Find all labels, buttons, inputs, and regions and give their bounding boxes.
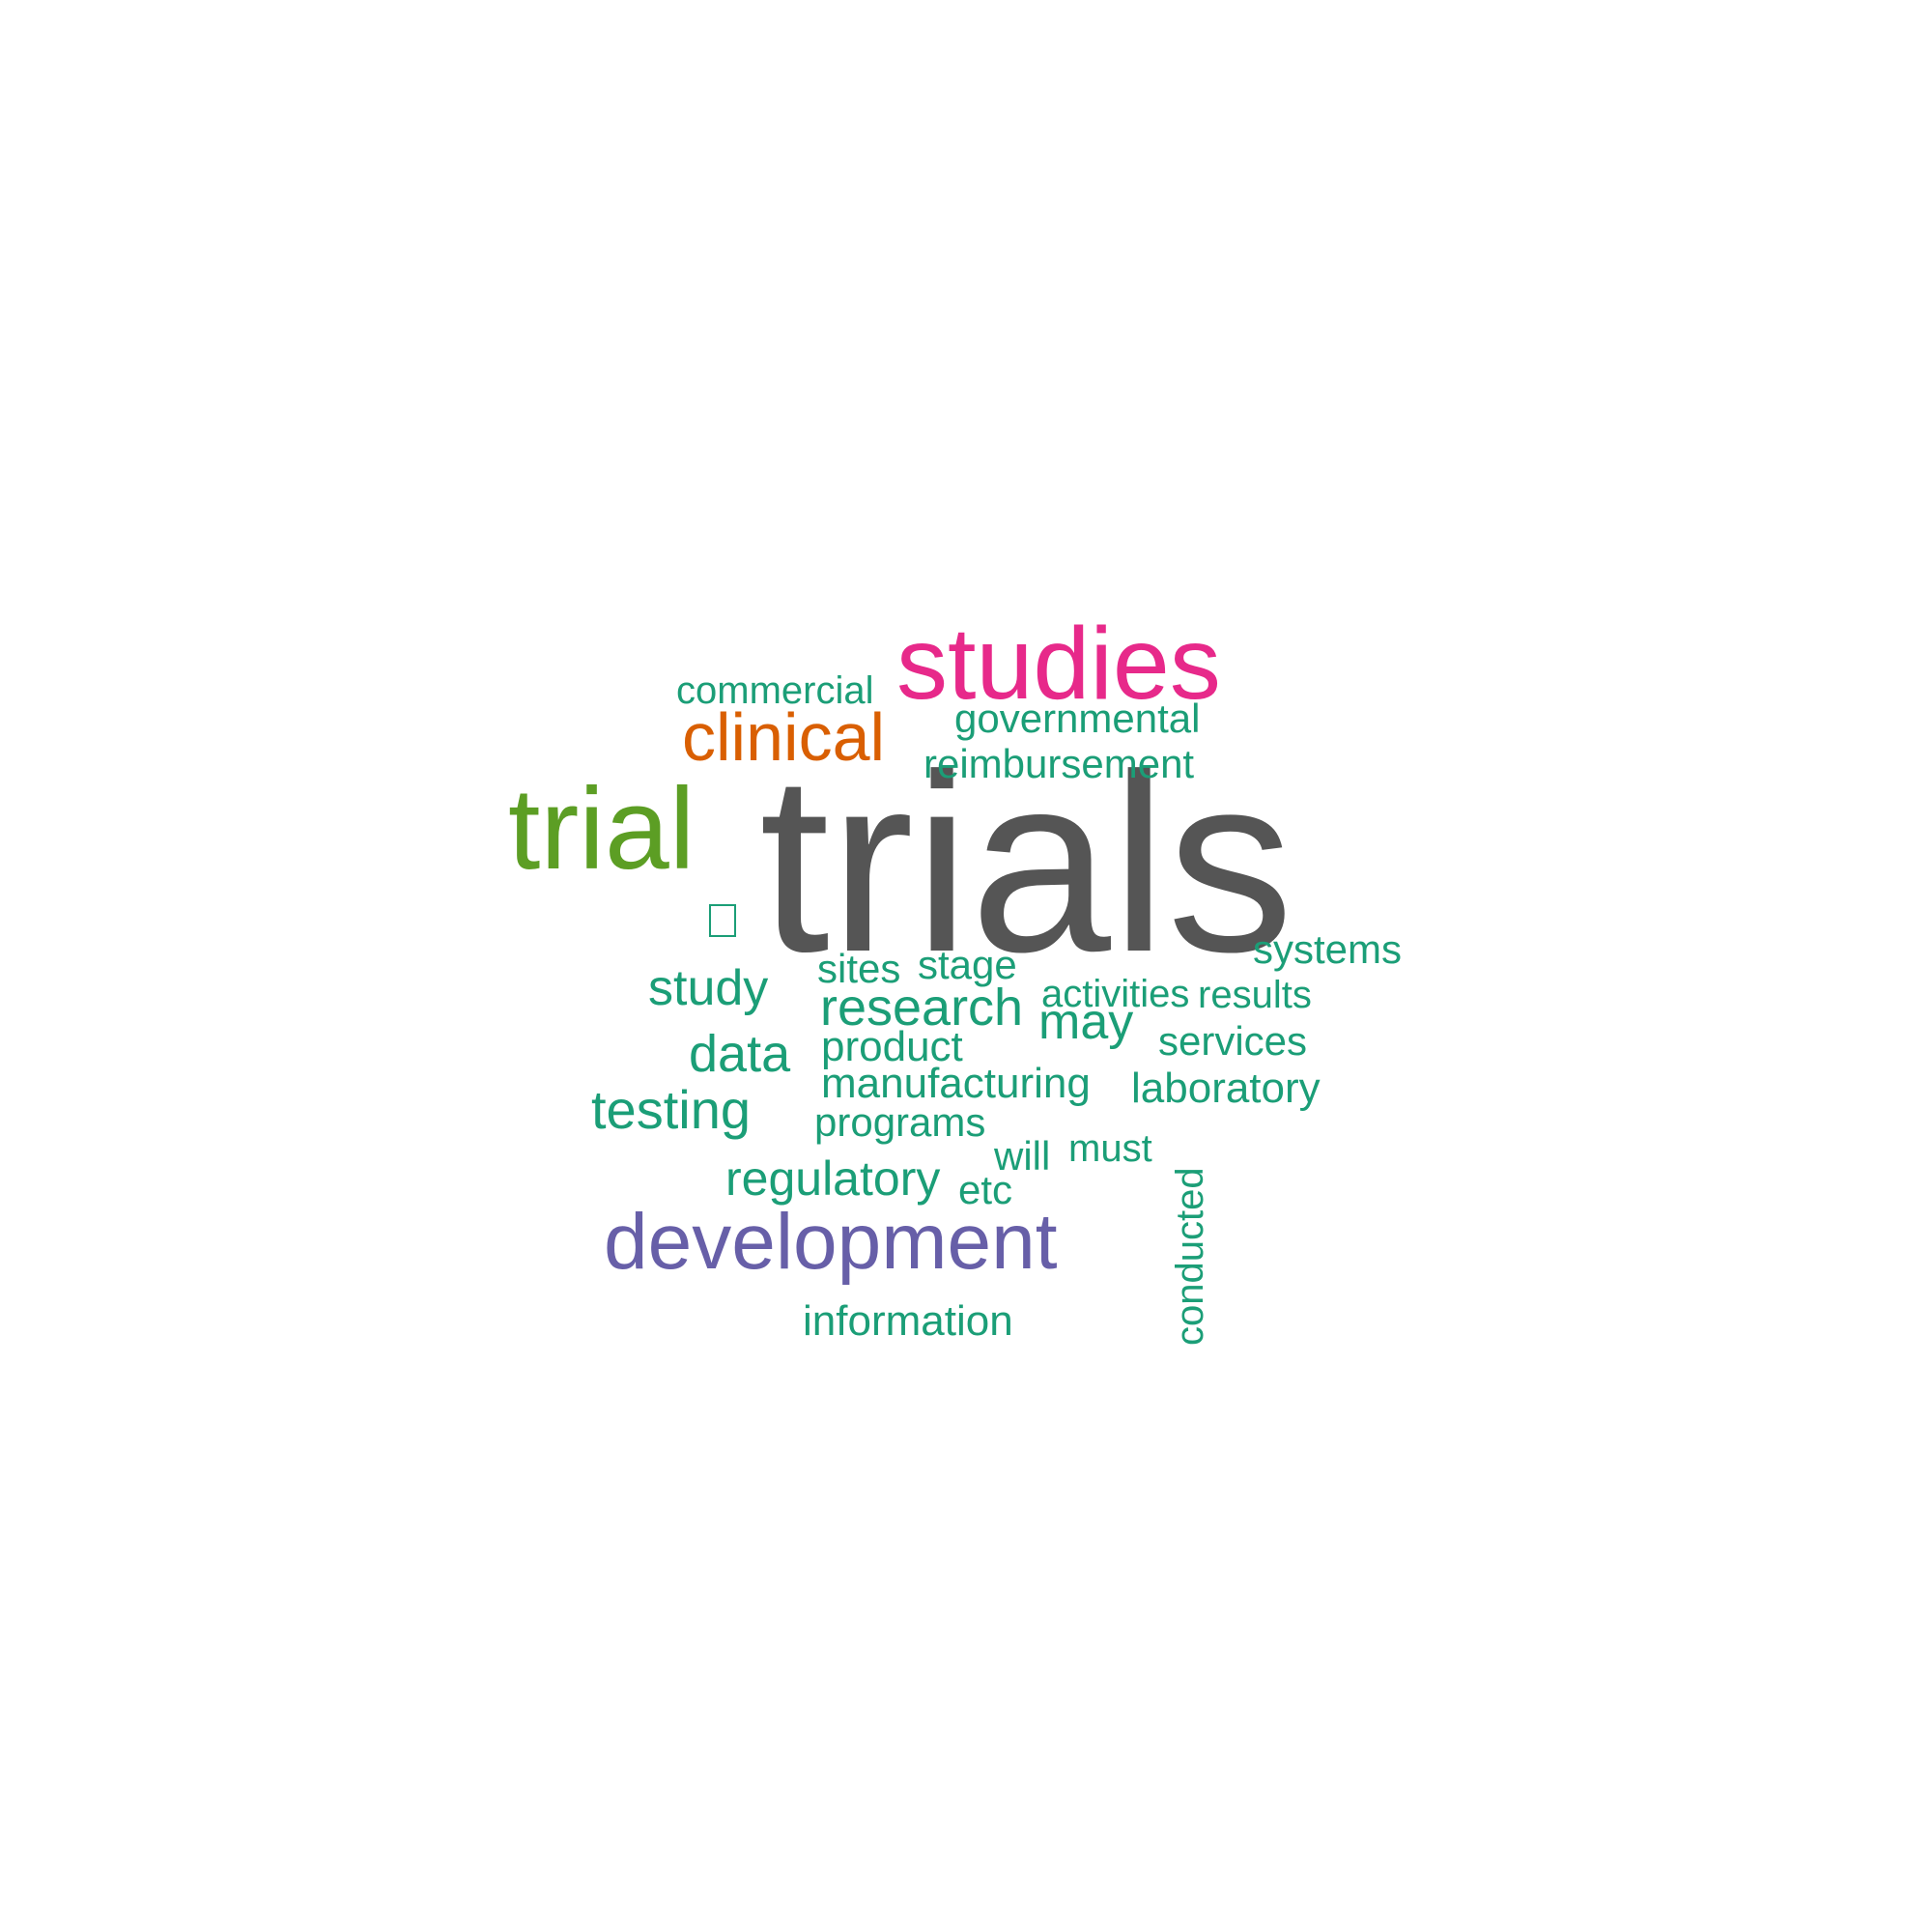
word-trial: trial bbox=[508, 764, 696, 895]
word-programs: programs bbox=[814, 1099, 986, 1146]
word-activities: activities bbox=[1041, 972, 1190, 1015]
word-commercial: commercial bbox=[676, 668, 874, 712]
word-governmental: governmental bbox=[954, 696, 1201, 742]
word-regulatory: regulatory bbox=[725, 1151, 941, 1206]
word-research: research bbox=[820, 979, 1024, 1037]
word-manufacturing: manufacturing bbox=[821, 1060, 1091, 1108]
word-reimbursement: reimbursement bbox=[923, 741, 1195, 787]
word-clinical: clinical bbox=[682, 699, 886, 776]
word-systems: systems bbox=[1253, 926, 1403, 973]
word-etc: etc bbox=[958, 1167, 1013, 1213]
word-will: will bbox=[994, 1133, 1051, 1179]
word-development: development bbox=[604, 1198, 1058, 1287]
word-results: results bbox=[1198, 973, 1312, 1016]
word-sites: sites bbox=[817, 946, 901, 992]
word-testing: testing bbox=[591, 1078, 751, 1140]
word-services: services bbox=[1158, 1018, 1308, 1065]
word-information: information bbox=[803, 1297, 1013, 1345]
word-stage: stage bbox=[918, 942, 1017, 988]
word-conducted: conducted bbox=[1169, 1167, 1211, 1346]
word-studies: studies bbox=[896, 606, 1221, 721]
word-may: may bbox=[1038, 993, 1134, 1050]
word-must: must bbox=[1068, 1126, 1152, 1170]
word-laboratory: laboratory bbox=[1131, 1065, 1321, 1113]
word-product: product bbox=[821, 1023, 963, 1071]
word-data: data bbox=[689, 1025, 791, 1084]
word-study: study bbox=[648, 959, 769, 1016]
missing-glyph-box bbox=[709, 904, 736, 937]
word-trials: trials bbox=[759, 721, 1294, 1005]
